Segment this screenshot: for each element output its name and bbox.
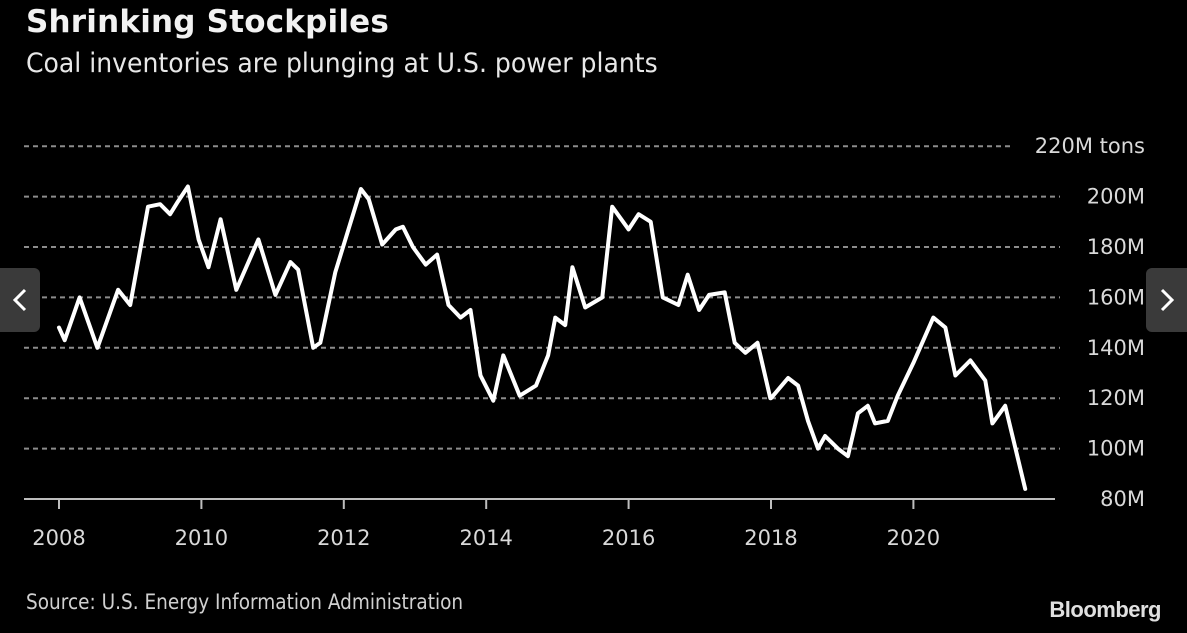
gridlines [24,145,1060,450]
x-tick-label: 2010 [175,526,228,550]
y-tick-label: 120M [1087,386,1145,410]
source-note: Source: U.S. Energy Information Administ… [26,590,464,614]
chevron-right-icon [1160,288,1174,312]
chevron-left-icon [12,288,27,312]
x-tick-label: 2014 [459,526,512,550]
series-layer [57,184,1028,491]
y-tick-label: 140M [1087,336,1145,360]
y-tick-label: 100M [1087,437,1145,461]
x-axis-labels: 2008 2010 2012 2014 2016 2018 2020 [32,526,940,550]
y-tick-label: 180M [1087,235,1145,259]
chart-title: Shrinking Stockpiles [26,4,390,40]
chart-subtitle: Coal inventories are plunging at U.S. po… [26,48,658,79]
y-axis-labels: 80M 100M 120M 140M 160M 180M 200M 220M tons [1035,134,1145,511]
x-axis [24,498,1055,509]
bloomberg-logo: Bloomberg [1049,597,1161,622]
x-tick-label: 2018 [744,526,797,550]
x-tick-label: 2020 [887,526,940,550]
y-tick-label: 200M [1087,185,1145,209]
x-tick-label: 2012 [317,526,370,550]
next-chart-button[interactable] [1146,268,1187,332]
y-tick-label: 80M [1100,487,1145,511]
y-tick-label: 160M [1087,285,1145,309]
previous-chart-button[interactable] [0,268,40,332]
series-line [57,184,1028,491]
y-tick-label: 220M tons [1035,134,1145,158]
x-tick-label: 2008 [32,526,85,550]
x-tick-label: 2016 [602,526,655,550]
